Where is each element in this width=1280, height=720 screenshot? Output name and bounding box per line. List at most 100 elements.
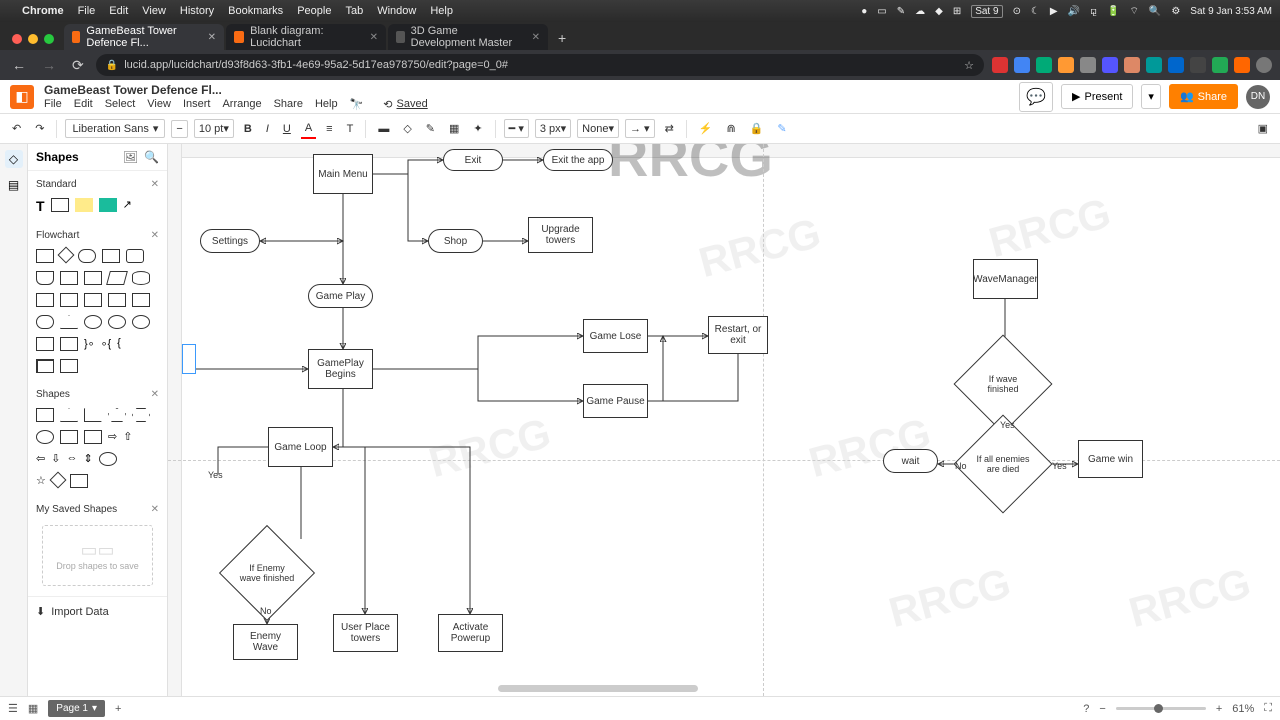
line-width[interactable]: 3 px ▾ bbox=[535, 119, 571, 138]
mac-menu[interactable]: Bookmarks bbox=[228, 5, 283, 17]
group-flowchart[interactable]: Flowchart bbox=[36, 230, 79, 241]
shape-icon[interactable]: ⇩ bbox=[51, 452, 60, 466]
flow-node-activate[interactable]: Activate Powerup bbox=[438, 614, 503, 652]
comment-icon[interactable]: 💬 bbox=[1019, 82, 1053, 112]
shape-icon[interactable]: ☆ bbox=[36, 474, 46, 488]
font-select[interactable]: Liberation Sans▾ bbox=[65, 119, 165, 138]
add-page-button[interactable]: + bbox=[115, 703, 121, 715]
browser-tab[interactable]: GameBeast Tower Defence Fl... ✕ bbox=[64, 24, 224, 50]
note-shape-icon[interactable] bbox=[75, 198, 93, 212]
fc-shape[interactable] bbox=[132, 315, 150, 329]
mac-menu[interactable]: History bbox=[180, 5, 214, 17]
ext-icon[interactable] bbox=[1212, 57, 1228, 73]
fc-shape[interactable] bbox=[102, 249, 120, 263]
line-route-button[interactable]: ⇄ bbox=[661, 119, 678, 138]
sidebar-image-icon[interactable]: 🖼 bbox=[123, 150, 138, 164]
shape-icon[interactable] bbox=[84, 430, 102, 444]
shape-icon[interactable] bbox=[60, 408, 78, 422]
ext-icon[interactable] bbox=[1124, 57, 1140, 73]
flow-node-allenemies[interactable]: If all enemies are died bbox=[968, 429, 1038, 499]
selection-handle[interactable] bbox=[182, 344, 196, 374]
app-menu[interactable]: Arrange bbox=[222, 98, 261, 110]
ext-icon[interactable] bbox=[1146, 57, 1162, 73]
bold-button[interactable]: B bbox=[240, 120, 256, 138]
fc-shape[interactable] bbox=[106, 271, 128, 285]
import-data-button[interactable]: ⬇ Import Data bbox=[28, 596, 167, 626]
flow-node-shop[interactable]: Shop bbox=[428, 229, 483, 253]
arrow-start[interactable]: None ▾ bbox=[577, 119, 619, 138]
fc-shape[interactable] bbox=[84, 315, 102, 329]
help-icon[interactable]: ? bbox=[1083, 703, 1089, 715]
flash-icon[interactable]: ⚡ bbox=[695, 119, 717, 138]
fc-shape[interactable] bbox=[60, 315, 78, 329]
lock-icon[interactable]: 🔒 bbox=[746, 119, 768, 138]
profile-icon[interactable] bbox=[1256, 57, 1272, 73]
drop-zone[interactable]: ▭▭ Drop shapes to save bbox=[42, 525, 153, 586]
flow-node-gamepause[interactable]: Game Pause bbox=[583, 384, 648, 418]
app-menu[interactable]: Select bbox=[105, 98, 136, 110]
text-options-button[interactable]: T bbox=[343, 120, 358, 138]
url-field[interactable]: 🔒 lucid.app/lucidchart/d93f8d63-3fb1-4e6… bbox=[96, 54, 984, 76]
shapes-rail-icon[interactable]: ◇ bbox=[5, 150, 23, 168]
flow-node-gpbegins[interactable]: GamePlay Begins bbox=[308, 349, 373, 389]
shape-icon[interactable] bbox=[132, 408, 150, 422]
rect-shape-icon[interactable] bbox=[51, 198, 69, 212]
browser-tab[interactable]: Blank diagram: Lucidchart ✕ bbox=[226, 24, 386, 50]
shape-icon[interactable]: ⇕ bbox=[83, 452, 92, 466]
fc-shape[interactable] bbox=[36, 249, 54, 263]
group-close-icon[interactable]: ✕ bbox=[151, 179, 159, 190]
italic-button[interactable]: I bbox=[262, 120, 273, 138]
flow-node-mainmenu[interactable]: Main Menu bbox=[313, 154, 373, 194]
magnet-icon[interactable]: ⋒ bbox=[723, 119, 740, 138]
flow-node-wavefin[interactable]: If wave finished bbox=[968, 349, 1038, 419]
shape-icon[interactable] bbox=[49, 472, 66, 489]
layers-rail-icon[interactable]: ▤ bbox=[5, 176, 23, 194]
group-saved[interactable]: My Saved Shapes bbox=[36, 504, 117, 515]
flow-node-wavemgr[interactable]: WaveManager bbox=[973, 259, 1038, 299]
fc-shape[interactable] bbox=[36, 271, 54, 285]
mac-menu[interactable]: File bbox=[78, 5, 96, 17]
fc-shape[interactable] bbox=[132, 271, 150, 285]
fc-shape[interactable] bbox=[60, 271, 78, 285]
fc-shape[interactable]: }∘ bbox=[84, 337, 95, 351]
page-tab[interactable]: Page 1 ▾ bbox=[48, 700, 105, 717]
ext-icon[interactable] bbox=[992, 57, 1008, 73]
flow-node-enemywave[interactable]: If Enemy wave finished bbox=[233, 539, 301, 607]
flow-node-wait[interactable]: wait bbox=[883, 449, 938, 473]
back-button[interactable]: ← bbox=[8, 55, 30, 75]
ext-icon[interactable] bbox=[1168, 57, 1184, 73]
flow-node-exitapp[interactable]: Exit the app bbox=[543, 149, 613, 171]
shape-icon[interactable]: ⇦ bbox=[36, 452, 45, 466]
ext-icon[interactable] bbox=[1080, 57, 1096, 73]
block-shape-icon[interactable] bbox=[99, 198, 117, 212]
zoom-slider[interactable] bbox=[1116, 707, 1206, 710]
app-menu[interactable]: File bbox=[44, 98, 62, 110]
shape-icon[interactable] bbox=[36, 408, 54, 422]
browser-tab[interactable]: 3D Game Development Master ✕ bbox=[388, 24, 548, 50]
mac-menu[interactable]: Edit bbox=[109, 5, 128, 17]
app-menu[interactable]: Edit bbox=[74, 98, 93, 110]
flow-node-gamewin[interactable]: Game win bbox=[1078, 440, 1143, 478]
shape-icon[interactable]: ⇔ bbox=[66, 452, 77, 466]
sidebar-search-icon[interactable]: 🔍 bbox=[144, 150, 159, 164]
present-button[interactable]: ▶ Present bbox=[1061, 84, 1133, 109]
fc-shape[interactable] bbox=[132, 293, 150, 307]
flow-node-settings[interactable]: Settings bbox=[200, 229, 260, 253]
control-icon[interactable]: ⚙ bbox=[1171, 6, 1180, 17]
group-close-icon[interactable]: ✕ bbox=[151, 230, 159, 241]
fc-shape[interactable] bbox=[36, 293, 54, 307]
fc-shape[interactable] bbox=[36, 359, 54, 373]
fc-shape[interactable] bbox=[60, 337, 78, 351]
shape-icon[interactable] bbox=[108, 408, 126, 422]
flow-node-gamelose[interactable]: Game Lose bbox=[583, 319, 648, 353]
fc-shape[interactable] bbox=[36, 315, 54, 329]
ext-icon[interactable] bbox=[1036, 57, 1052, 73]
arrow-end[interactable]: → ▾ bbox=[625, 119, 655, 138]
wand-icon[interactable]: ✎ bbox=[773, 119, 790, 138]
flow-node-exit[interactable]: Exit bbox=[443, 149, 503, 171]
maximize-window-icon[interactable] bbox=[44, 34, 54, 44]
font-size-dec[interactable]: − bbox=[171, 120, 187, 138]
underline-button[interactable]: U bbox=[279, 120, 295, 138]
shape-icon[interactable] bbox=[84, 408, 102, 422]
fc-shape[interactable]: { bbox=[117, 337, 121, 351]
